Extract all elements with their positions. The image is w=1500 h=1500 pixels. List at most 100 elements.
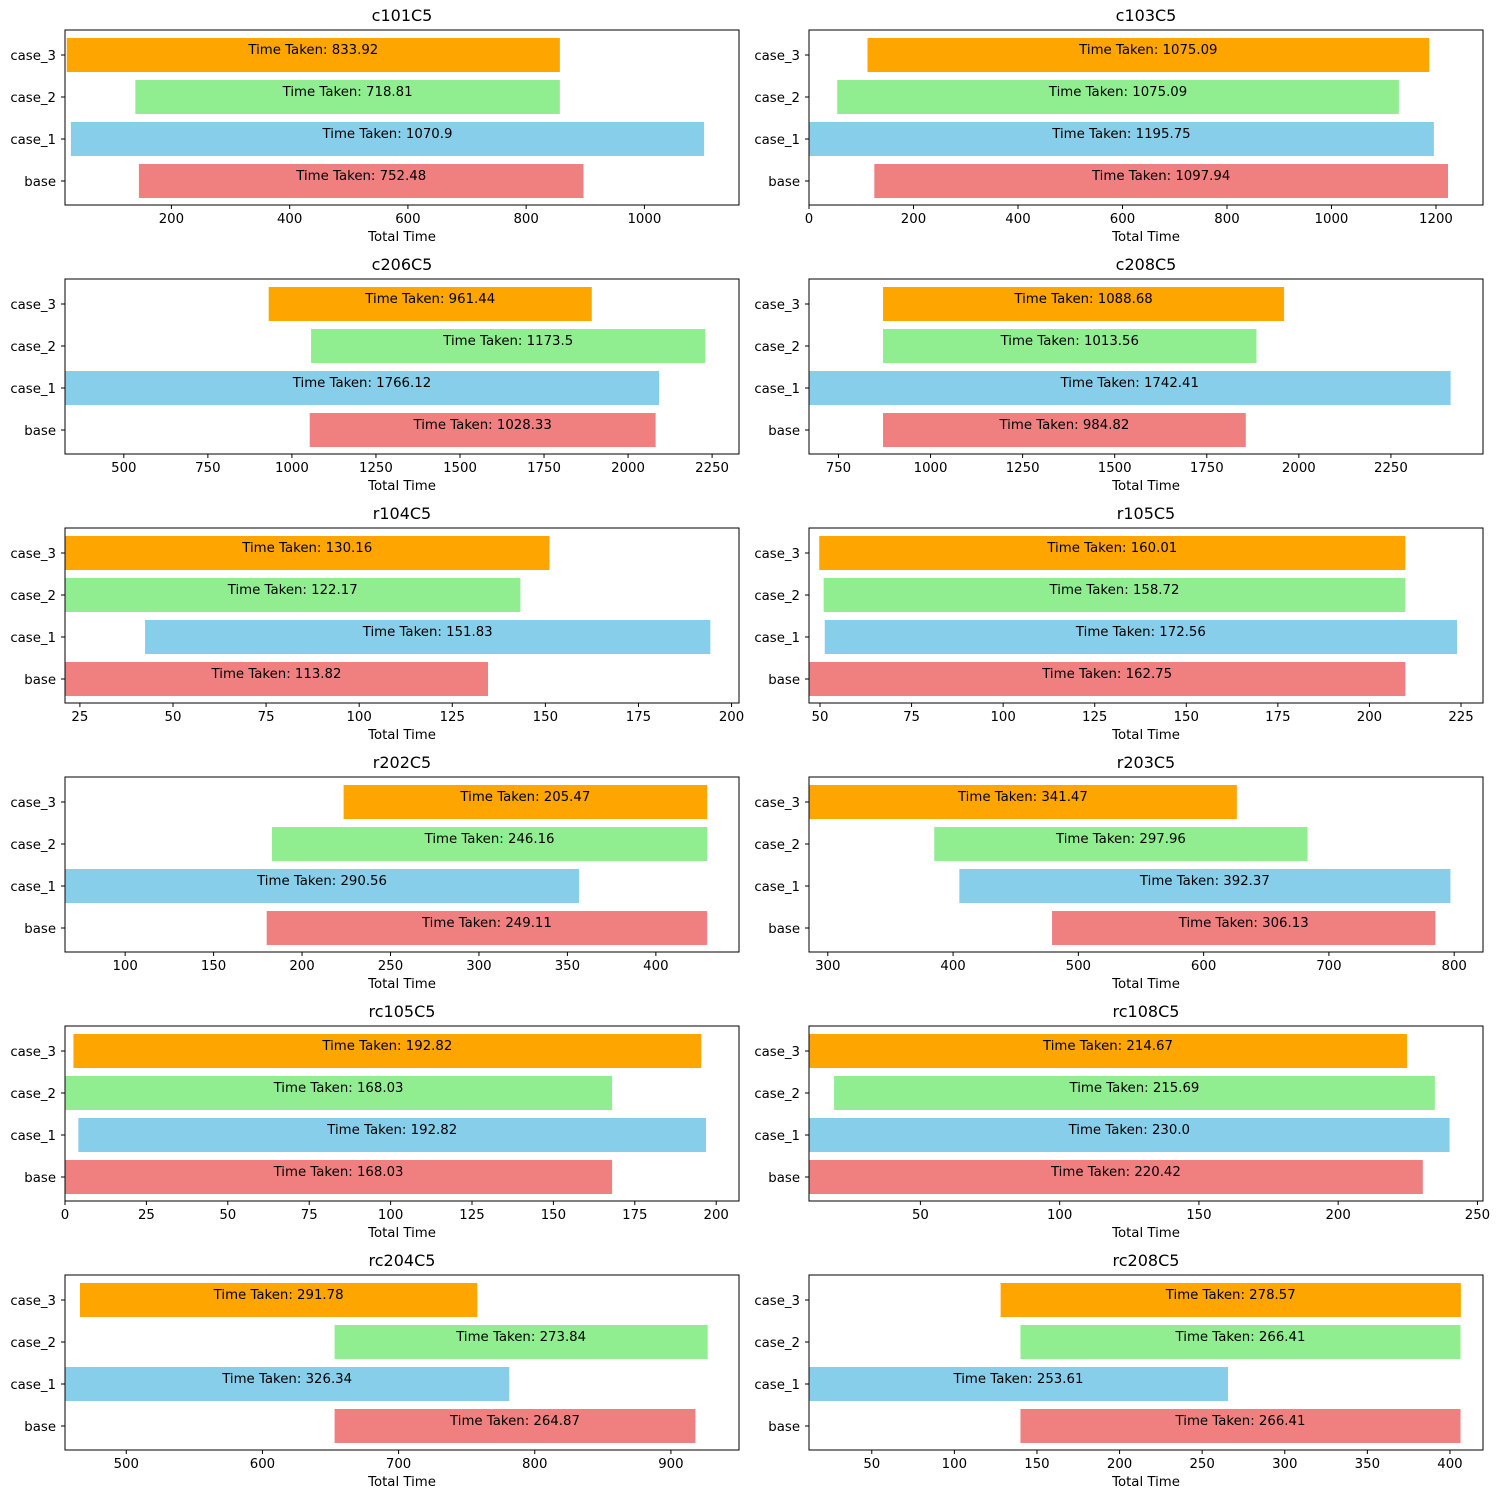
- bar-label: Time Taken: 326.34: [221, 1372, 352, 1387]
- x-tick-label: 400: [277, 212, 302, 227]
- chart-title: r104C5: [373, 504, 431, 523]
- bar-label: Time Taken: 1097.94: [1091, 169, 1230, 184]
- x-tick-label: 250: [1189, 1457, 1214, 1472]
- bar-label: Time Taken: 1195.75: [1051, 127, 1190, 142]
- x-tick-label: 0: [61, 1208, 69, 1223]
- bar-base: [874, 164, 1448, 198]
- x-tick-label: 75: [301, 1208, 318, 1223]
- x-tick-label: 2000: [1282, 461, 1316, 476]
- x-axis-label: Total Time: [1111, 977, 1180, 992]
- x-tick-label: 175: [626, 710, 651, 725]
- bar-case_1: [65, 1367, 510, 1401]
- x-tick-label: 100: [378, 1208, 403, 1223]
- x-tick-label: 1750: [527, 461, 561, 476]
- x-tick-label: 100: [112, 959, 137, 974]
- x-tick-label: 100: [1047, 1208, 1072, 1223]
- x-tick-label: 350: [555, 959, 580, 974]
- bar-case_1: [809, 371, 1451, 405]
- x-tick-label: 1250: [1006, 461, 1040, 476]
- y-tick-label: case_3: [754, 1294, 800, 1309]
- x-tick-label: 250: [378, 959, 403, 974]
- y-tick-label: base: [24, 673, 56, 688]
- bar-label: Time Taken: 1766.12: [292, 376, 431, 391]
- y-tick-label: case_1: [754, 133, 800, 148]
- bar-case_3: [809, 1034, 1407, 1068]
- x-tick-label: 1000: [1315, 212, 1349, 227]
- bar-case_2: [311, 329, 706, 363]
- y-tick-label: base: [24, 175, 56, 190]
- y-tick-label: case_3: [10, 298, 56, 313]
- x-axis-label: Total Time: [367, 479, 436, 494]
- bar-case_2: [823, 578, 1406, 612]
- bar-label: Time Taken: 246.16: [424, 832, 555, 847]
- chart-panel-c206C5: c206C5 Time Taken: 1028.33 base Time Taken:…: [10, 255, 740, 494]
- bar-label: Time Taken: 168.03: [273, 1081, 404, 1096]
- chart-title: r203C5: [1117, 753, 1175, 772]
- x-tick-label: 600: [1191, 959, 1216, 974]
- y-tick-label: base: [24, 424, 56, 439]
- x-tick-label: 75: [903, 710, 920, 725]
- bar-base: [65, 662, 489, 696]
- plot-frame: [64, 278, 740, 455]
- x-tick-label: 150: [201, 959, 226, 974]
- y-tick-label: case_1: [10, 1129, 56, 1144]
- x-tick-label: 1000: [914, 461, 948, 476]
- bar-label: Time Taken: 833.92: [247, 43, 378, 58]
- bar-label: Time Taken: 130.16: [241, 541, 372, 556]
- x-tick-label: 25: [138, 1208, 155, 1223]
- plot-frame: [808, 776, 1484, 953]
- bar-label: Time Taken: 253.61: [953, 1372, 1084, 1387]
- bar-label: Time Taken: 215.69: [1068, 1081, 1199, 1096]
- bar-case_1: [809, 122, 1434, 156]
- bar-case_2: [271, 827, 708, 861]
- x-tick-label: 1750: [1190, 461, 1224, 476]
- y-tick-label: case_2: [10, 838, 56, 853]
- x-tick-label: 800: [1441, 959, 1466, 974]
- bar-case_3: [268, 287, 592, 321]
- chart-panel-r105C5: r105C5 Time Taken: 162.75 base Time Taken: …: [754, 504, 1484, 743]
- bar-case_3: [343, 785, 708, 819]
- x-axis-label: Total Time: [1111, 728, 1180, 743]
- bar-label: Time Taken: 192.82: [326, 1123, 457, 1138]
- x-axis-label: Total Time: [1111, 230, 1180, 245]
- x-tick-label: 800: [513, 212, 538, 227]
- x-tick-label: 125: [459, 1208, 484, 1223]
- x-axis-label: Total Time: [367, 728, 436, 743]
- x-tick-label: 125: [1082, 710, 1107, 725]
- bar-case_1: [78, 1118, 707, 1152]
- x-tick-label: 75: [258, 710, 275, 725]
- plot-frame: [64, 527, 740, 704]
- plot-frame: [808, 527, 1484, 704]
- y-tick-label: case_3: [754, 1045, 800, 1060]
- chart-panel-r104C5: r104C5 Time Taken: 113.82 base Time Taken: …: [10, 504, 744, 743]
- bar-label: Time Taken: 162.75: [1041, 667, 1172, 682]
- chart-panel-rc108C5: rc108C5 Time Taken: 220.42 base Time Taken:…: [754, 1002, 1490, 1241]
- plot-frame: [808, 278, 1484, 455]
- bar-base: [1020, 1409, 1461, 1443]
- bar-label: Time Taken: 341.47: [957, 790, 1088, 805]
- y-tick-label: case_1: [10, 880, 56, 895]
- bar-label: Time Taken: 230.0: [1068, 1123, 1190, 1138]
- bar-case_2: [883, 329, 1257, 363]
- x-tick-label: 350: [1355, 1457, 1380, 1472]
- chart-title: rc105C5: [369, 1002, 436, 1021]
- bar-case_1: [809, 1367, 1228, 1401]
- plot-frame: [64, 29, 740, 206]
- plot-frame: [64, 1274, 740, 1451]
- chart-title: rc108C5: [1113, 1002, 1180, 1021]
- bar-base: [334, 1409, 696, 1443]
- bar-case_3: [1000, 1283, 1461, 1317]
- bar-label: Time Taken: 214.67: [1042, 1039, 1173, 1054]
- bar-label: Time Taken: 961.44: [364, 292, 495, 307]
- bar-case_3: [66, 38, 560, 72]
- bar-label: Time Taken: 220.42: [1050, 1165, 1181, 1180]
- bar-case_1: [65, 869, 580, 903]
- chart-panel-r203C5: r203C5 Time Taken: 306.13 base Time Taken: …: [754, 753, 1484, 992]
- x-tick-label: 250: [1465, 1208, 1490, 1223]
- x-tick-label: 600: [395, 212, 420, 227]
- y-tick-label: case_1: [10, 133, 56, 148]
- y-tick-label: base: [768, 922, 800, 937]
- x-axis-label: Total Time: [367, 230, 436, 245]
- plot-frame: [64, 776, 740, 953]
- x-tick-label: 300: [815, 959, 840, 974]
